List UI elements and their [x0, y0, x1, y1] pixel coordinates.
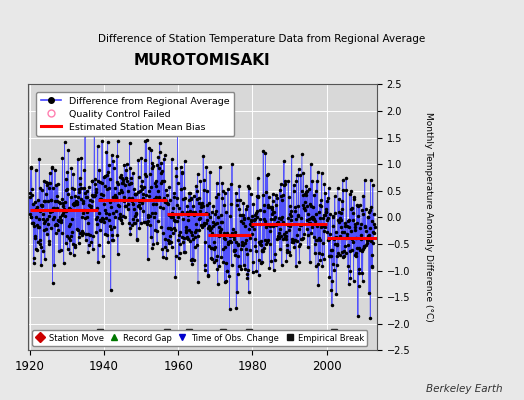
Y-axis label: Monthly Temperature Anomaly Difference (°C): Monthly Temperature Anomaly Difference (…: [424, 112, 433, 322]
Text: Difference of Station Temperature Data from Regional Average: Difference of Station Temperature Data f…: [99, 34, 425, 44]
Legend: Station Move, Record Gap, Time of Obs. Change, Empirical Break: Station Move, Record Gap, Time of Obs. C…: [32, 330, 367, 346]
Title: MUROTOMISAKI: MUROTOMISAKI: [134, 53, 270, 68]
Text: Berkeley Earth: Berkeley Earth: [427, 384, 503, 394]
